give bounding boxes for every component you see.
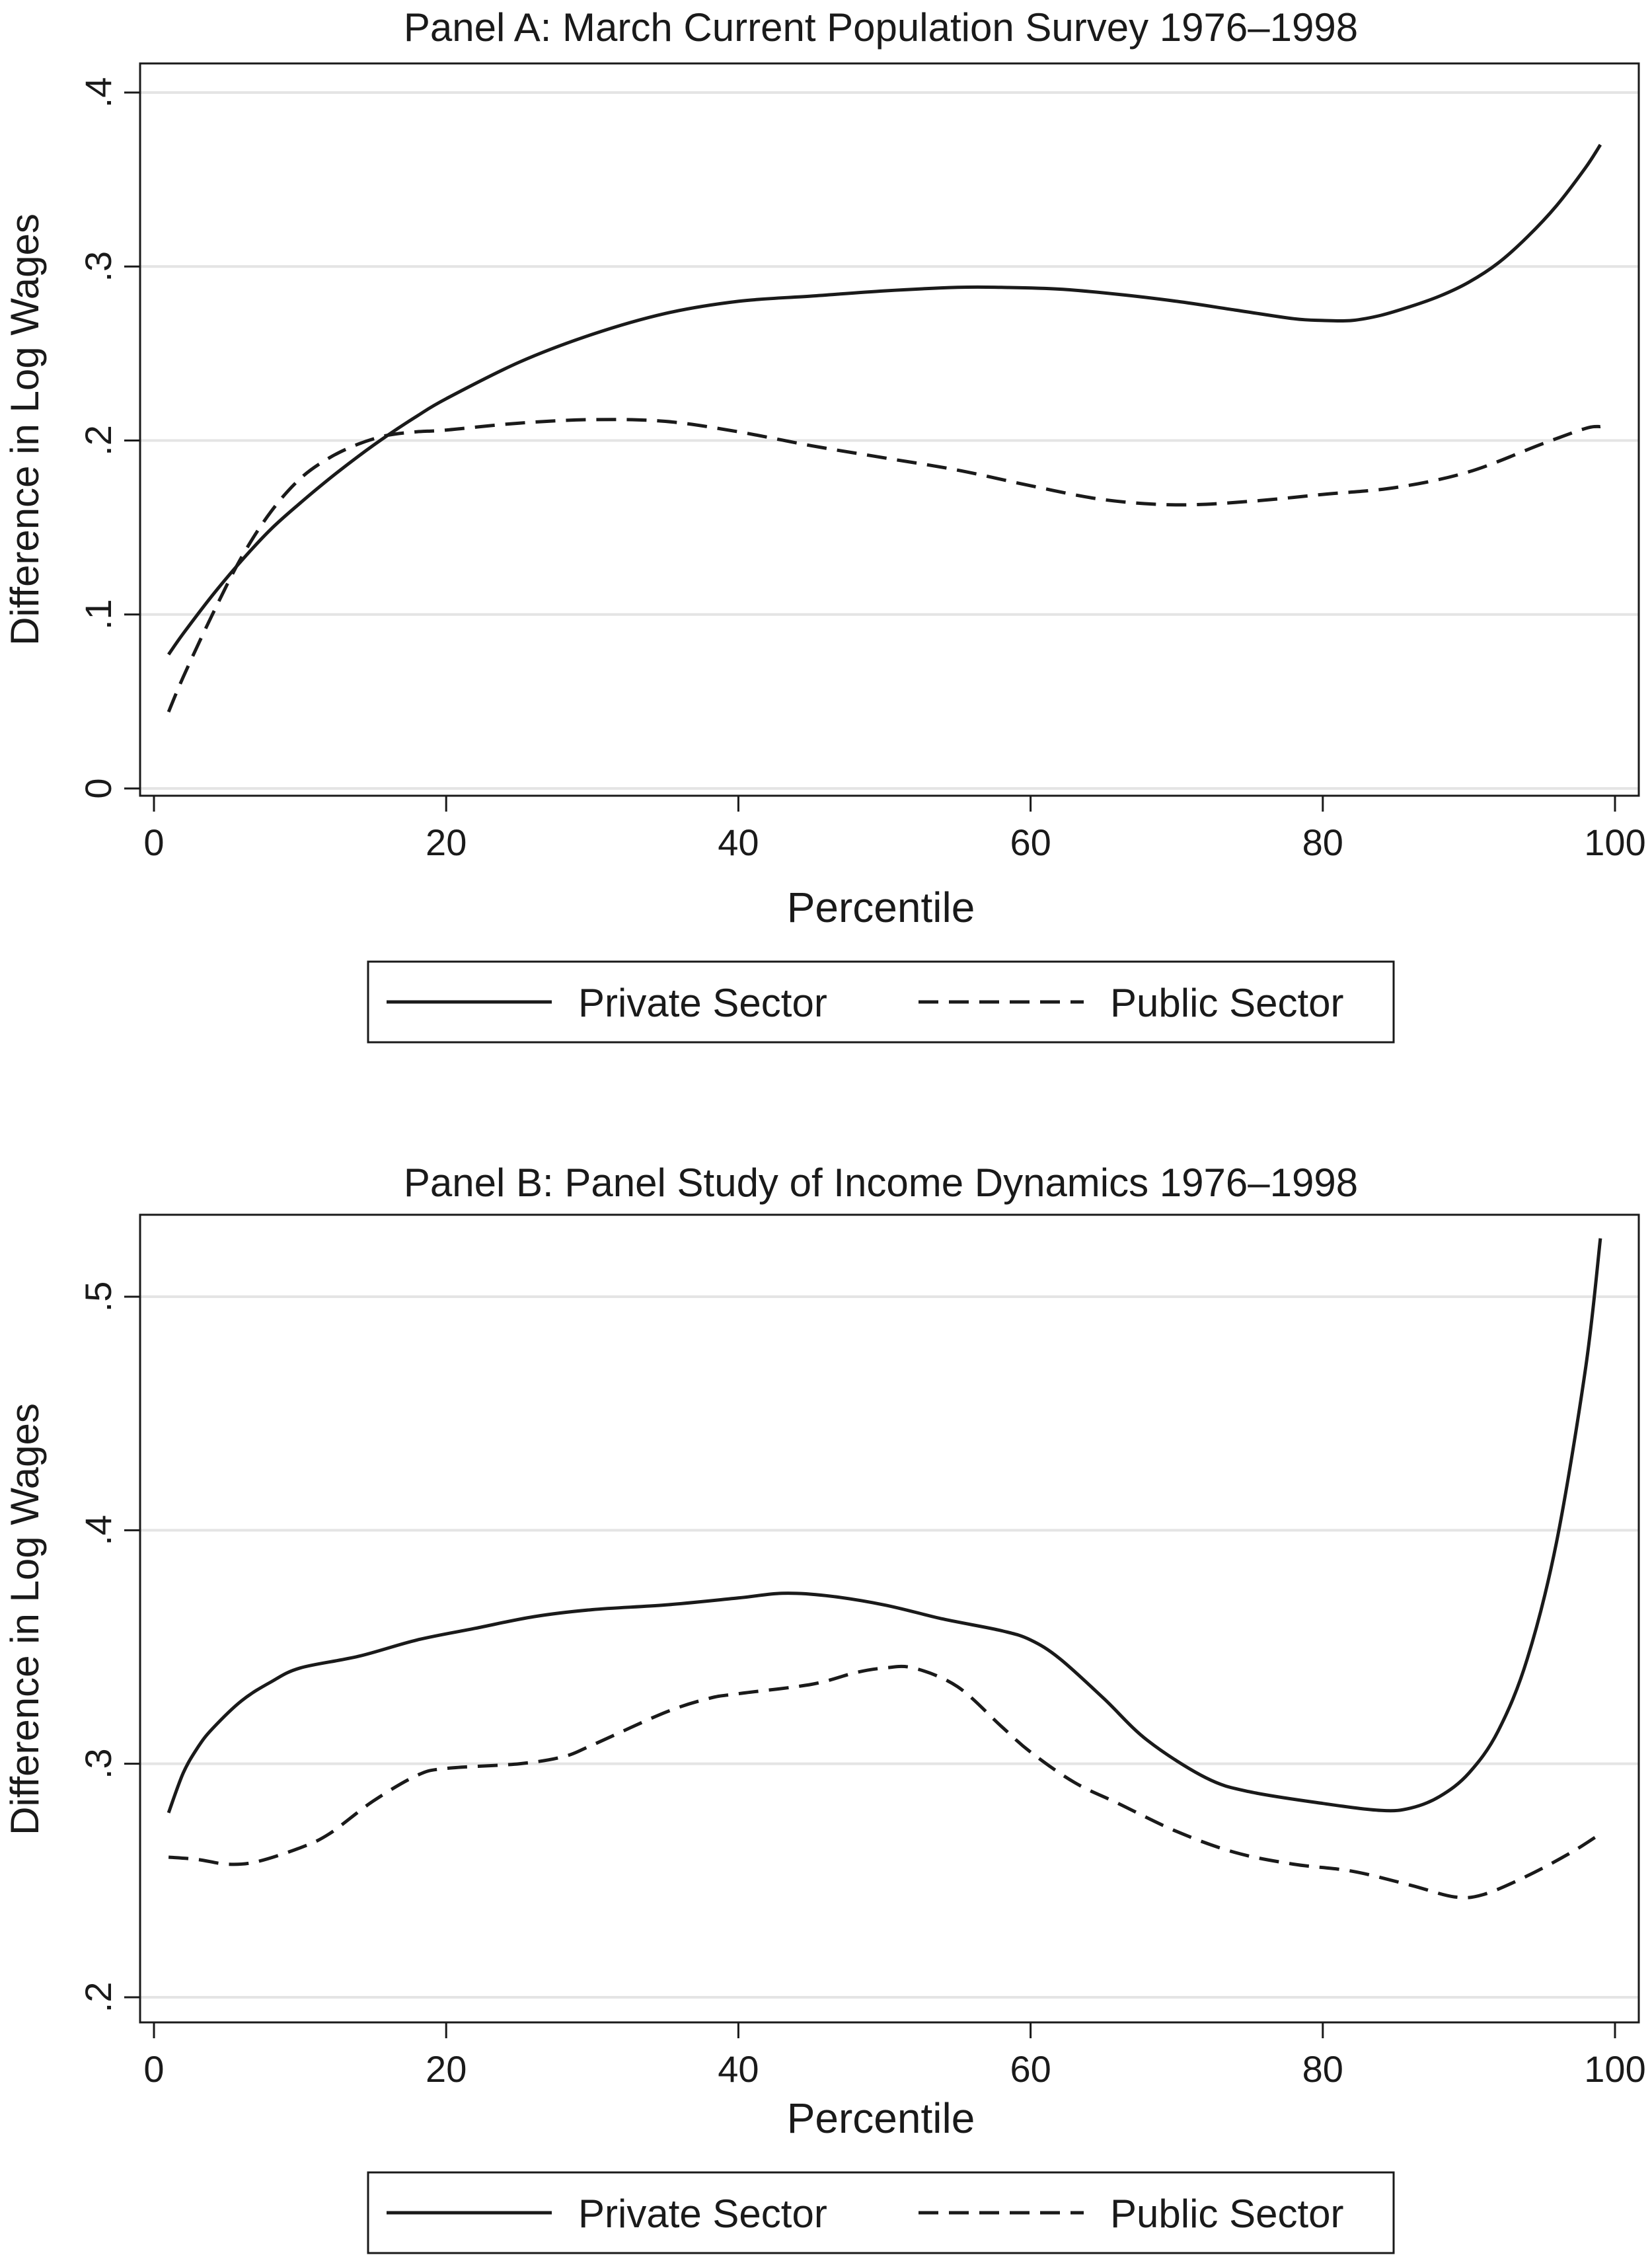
panel-b-y-axis: .2 .3 .4 .5 bbox=[77, 1282, 140, 2013]
panel-a-legend: Private Sector Public Sector bbox=[368, 962, 1394, 1042]
panel-b-x-axis-label: Percentile bbox=[787, 2094, 975, 2142]
panel-b-legend-label-public: Public Sector bbox=[1110, 2192, 1344, 2236]
panel-b-x-axis: 0 20 40 60 80 100 bbox=[143, 2022, 1645, 2090]
panel-b: Panel B: Panel Study of Income Dynamics … bbox=[3, 1161, 1646, 2253]
x-tick-label: 40 bbox=[718, 2048, 759, 2090]
series-line-private-sector bbox=[169, 1239, 1600, 1813]
y-tick-label: .2 bbox=[77, 1982, 119, 2013]
y-tick-label: .3 bbox=[77, 1748, 119, 1779]
x-tick-label: 0 bbox=[143, 2048, 164, 2090]
panel-a: Panel A: March Current Population Survey… bbox=[3, 5, 1646, 1042]
panel-b-series bbox=[169, 1239, 1600, 1898]
panel-a-series bbox=[169, 145, 1600, 712]
series-line-public-sector bbox=[169, 420, 1600, 712]
panel-a-legend-label-public: Public Sector bbox=[1110, 981, 1344, 1025]
y-tick-label: 0 bbox=[77, 778, 119, 798]
x-tick-label: 20 bbox=[426, 2048, 467, 2090]
series-line-private-sector bbox=[169, 145, 1600, 654]
panel-b-legend: Private Sector Public Sector bbox=[368, 2172, 1394, 2253]
panel-b-y-axis-label: Difference in Log Wages bbox=[3, 1403, 47, 1835]
x-tick-label: 100 bbox=[1584, 2048, 1645, 2090]
panel-a-x-axis-label: Percentile bbox=[787, 884, 975, 931]
panel-a-legend-label-private: Private Sector bbox=[578, 981, 827, 1025]
x-tick-label: 40 bbox=[718, 822, 759, 863]
x-tick-label: 60 bbox=[1010, 2048, 1051, 2090]
x-tick-label: 100 bbox=[1584, 822, 1645, 863]
panel-b-gridlines bbox=[140, 1297, 1639, 1997]
panel-b-title: Panel B: Panel Study of Income Dynamics … bbox=[404, 1161, 1358, 1205]
y-tick-label: .3 bbox=[77, 251, 119, 282]
x-tick-label: 60 bbox=[1010, 822, 1051, 863]
panel-b-legend-label-private: Private Sector bbox=[578, 2192, 827, 2236]
panel-a-y-axis: 0 .1 .2 .3 .4 bbox=[77, 77, 140, 799]
panel-a-x-axis: 0 20 40 60 80 100 bbox=[143, 796, 1645, 863]
y-tick-label: .2 bbox=[77, 425, 119, 456]
x-tick-label: 80 bbox=[1302, 822, 1343, 863]
panel-a-plot-frame bbox=[140, 63, 1639, 796]
x-tick-label: 80 bbox=[1302, 2048, 1343, 2090]
panel-a-y-axis-label: Difference in Log Wages bbox=[3, 213, 47, 646]
y-tick-label: .5 bbox=[77, 1282, 119, 1313]
x-tick-label: 20 bbox=[426, 822, 467, 863]
series-line-public-sector bbox=[169, 1666, 1600, 1897]
y-tick-label: .1 bbox=[77, 599, 119, 630]
panel-b-plot-frame bbox=[140, 1215, 1639, 2022]
y-tick-label: .4 bbox=[77, 1515, 119, 1546]
panel-a-title: Panel A: March Current Population Survey… bbox=[404, 5, 1358, 50]
y-tick-label: .4 bbox=[77, 77, 119, 108]
x-tick-label: 0 bbox=[143, 822, 164, 863]
